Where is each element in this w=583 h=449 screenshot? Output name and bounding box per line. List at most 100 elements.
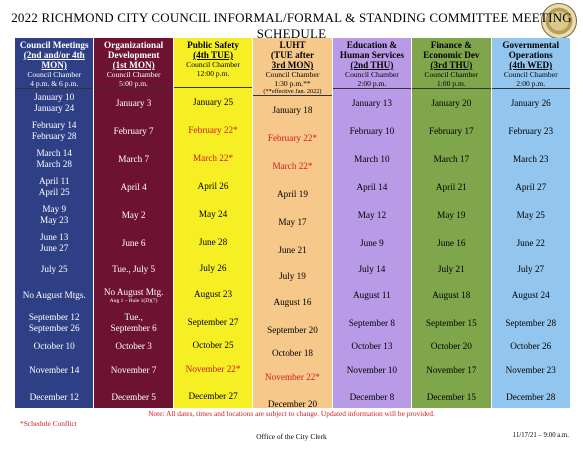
meeting-date-cell: January 25 [174,88,252,116]
meeting-date-cell: May 9 May 23 [15,201,93,229]
meeting-date: July 26 [199,262,227,273]
meeting-date-cell: December 15 [412,385,490,409]
meeting-date-cell: March 14 March 28 [15,145,93,173]
meeting-date: August 16 [273,296,312,307]
header-text: Council Meetings [19,40,89,50]
meeting-date: October 26 [510,340,552,351]
header-text: 2:00 p.m. [357,79,387,88]
column-header: Public Safety (4th TUE) Council Chamber 12:… [173,38,253,88]
column-education-human-services: Education & Human Services (2nd THU) Counci… [332,38,413,408]
header-text: (2nd and/or 4th MON) [23,50,85,70]
meeting-date: May 25 [516,209,545,220]
column-organizational-development: Organizational Development (1st MON) Counci… [94,38,174,409]
meeting-date-cell: June 13 June 27 [15,229,93,257]
meeting-date-cell: September 15 [412,309,490,337]
meeting-date-cell: April 14 [333,173,411,201]
meeting-date: March 7 [118,153,150,164]
meeting-date: October 3 [115,340,152,351]
column-governmental-operations: Governmental Operations (4th WED) Council C… [491,38,570,409]
header-text: 2:00 p.m. [516,79,546,88]
meeting-date: Tue., July 5 [112,263,156,274]
meeting-date-cell: August 24 [492,281,570,309]
meeting-date-cell: February 22* [174,116,252,144]
meeting-date: May 19 [437,209,466,220]
meeting-date: December 8 [349,391,395,402]
meeting-date: November 7 [110,364,157,375]
meeting-date-cell: August 16 [253,288,331,316]
header-text: Finance & [430,40,472,50]
schedule-table: Council Meetings (2nd and/or 4th MON) Coun… [15,38,570,409]
meeting-date: March 22* [272,160,313,171]
meeting-date-cell: June 9 [333,229,411,257]
meeting-date-cell: December 28 [492,385,570,409]
meeting-date: November 22* [265,371,320,382]
meeting-date-cell: September 12 September 26 [15,309,93,337]
meeting-date: May 24 [198,208,228,219]
column-finance-economic-dev: Finance & Economic Dev (3rd THU) Council Ch… [412,38,492,409]
meeting-date-cell: May 24 [174,200,252,228]
header-text: Development [107,50,160,60]
meeting-date-cell: October 25 [174,336,252,354]
meeting-date-second: June 27 [40,243,69,253]
meeting-date-second: January 24 [34,103,75,113]
meeting-date: July 19 [279,270,306,281]
meeting-date-cell: April 27 [492,173,570,201]
meeting-date: April 19 [277,188,308,199]
meeting-date: January 20 [431,97,472,108]
meeting-date-cell: No August Mtgs. [15,281,93,309]
meeting-date-cell: August 11 [333,281,411,309]
meeting-date-cell: May 25 [492,201,570,229]
meeting-date: April 4 [120,181,147,192]
meeting-date: May 9 [42,204,67,214]
column-header: LUHT (TUE after 3rd MON) Council Chamber 1:3… [253,38,332,96]
column-header: Organizational Development (1st MON) Counci… [94,38,173,89]
meeting-date-second: September 26 [28,323,80,333]
rule-note: Aug 1 – Rule 1(D)(7) [109,297,158,304]
header-text: Council Chamber [345,70,399,79]
schedule-conflict-legend: *Schedule Conflict [20,419,77,428]
meeting-date-cell: February 23 [492,117,570,145]
header-text: (4th WED) [509,60,553,70]
meeting-date: July 21 [437,263,465,274]
meeting-date-cell: November 7 [94,355,172,385]
header-text: Public Safety [187,40,239,50]
header-text: 5:00 p.m. [119,79,149,88]
meeting-date-cell: April 11 April 25 [15,173,93,201]
meeting-date: June 9 [360,237,384,248]
meeting-date: October 10 [33,340,75,351]
meeting-date-cell: March 17 [412,145,490,173]
header-text: Council Chamber [27,70,82,79]
office-label: Office of the City Clerk [256,432,327,441]
meeting-date: March 17 [433,153,470,164]
meeting-date: November 17 [426,364,477,375]
city-seal-icon [541,3,577,39]
meeting-date: June 13 [40,232,69,242]
meeting-date-second: March 28 [36,159,72,169]
meeting-date: February 17 [428,125,474,136]
header-text: Council Chamber [106,70,161,79]
meeting-date: June 28 [198,236,228,247]
meeting-date: March 23 [513,153,549,164]
meeting-date-cell: May 17 [253,208,331,236]
header-text: Council Chamber [186,60,240,69]
meeting-date-cell: April 19 [253,180,331,208]
column-luht: LUHT (TUE after 3rd MON) Council Chamber 1:3… [253,38,333,409]
meeting-date-cell: February 17 [412,117,490,145]
meeting-date: September 27 [187,316,239,327]
meeting-date-cell: November 10 [333,355,411,385]
meeting-date: August 11 [353,289,391,300]
meeting-date-cell: November 14 [15,355,93,385]
meeting-date: September 15 [425,317,477,328]
meeting-date-cell: June 22 [492,229,570,257]
meeting-date: No August Mtg. [103,286,164,297]
meeting-date-cell: February 10 [333,117,411,145]
meeting-date-cell: December 5 [94,385,172,409]
meeting-date-cell: February 7 [94,117,172,145]
header-text: Organizational [104,40,164,50]
meeting-date: No August Mtgs. [22,289,86,300]
revision-date: 11/17/21 – 9:00 a.m. [512,432,569,439]
meeting-date: Tue., [124,312,143,322]
meeting-date-cell: December 20 [253,392,331,416]
meeting-date-cell: November 22* [253,362,331,392]
header-text: (TUE after [270,50,315,60]
